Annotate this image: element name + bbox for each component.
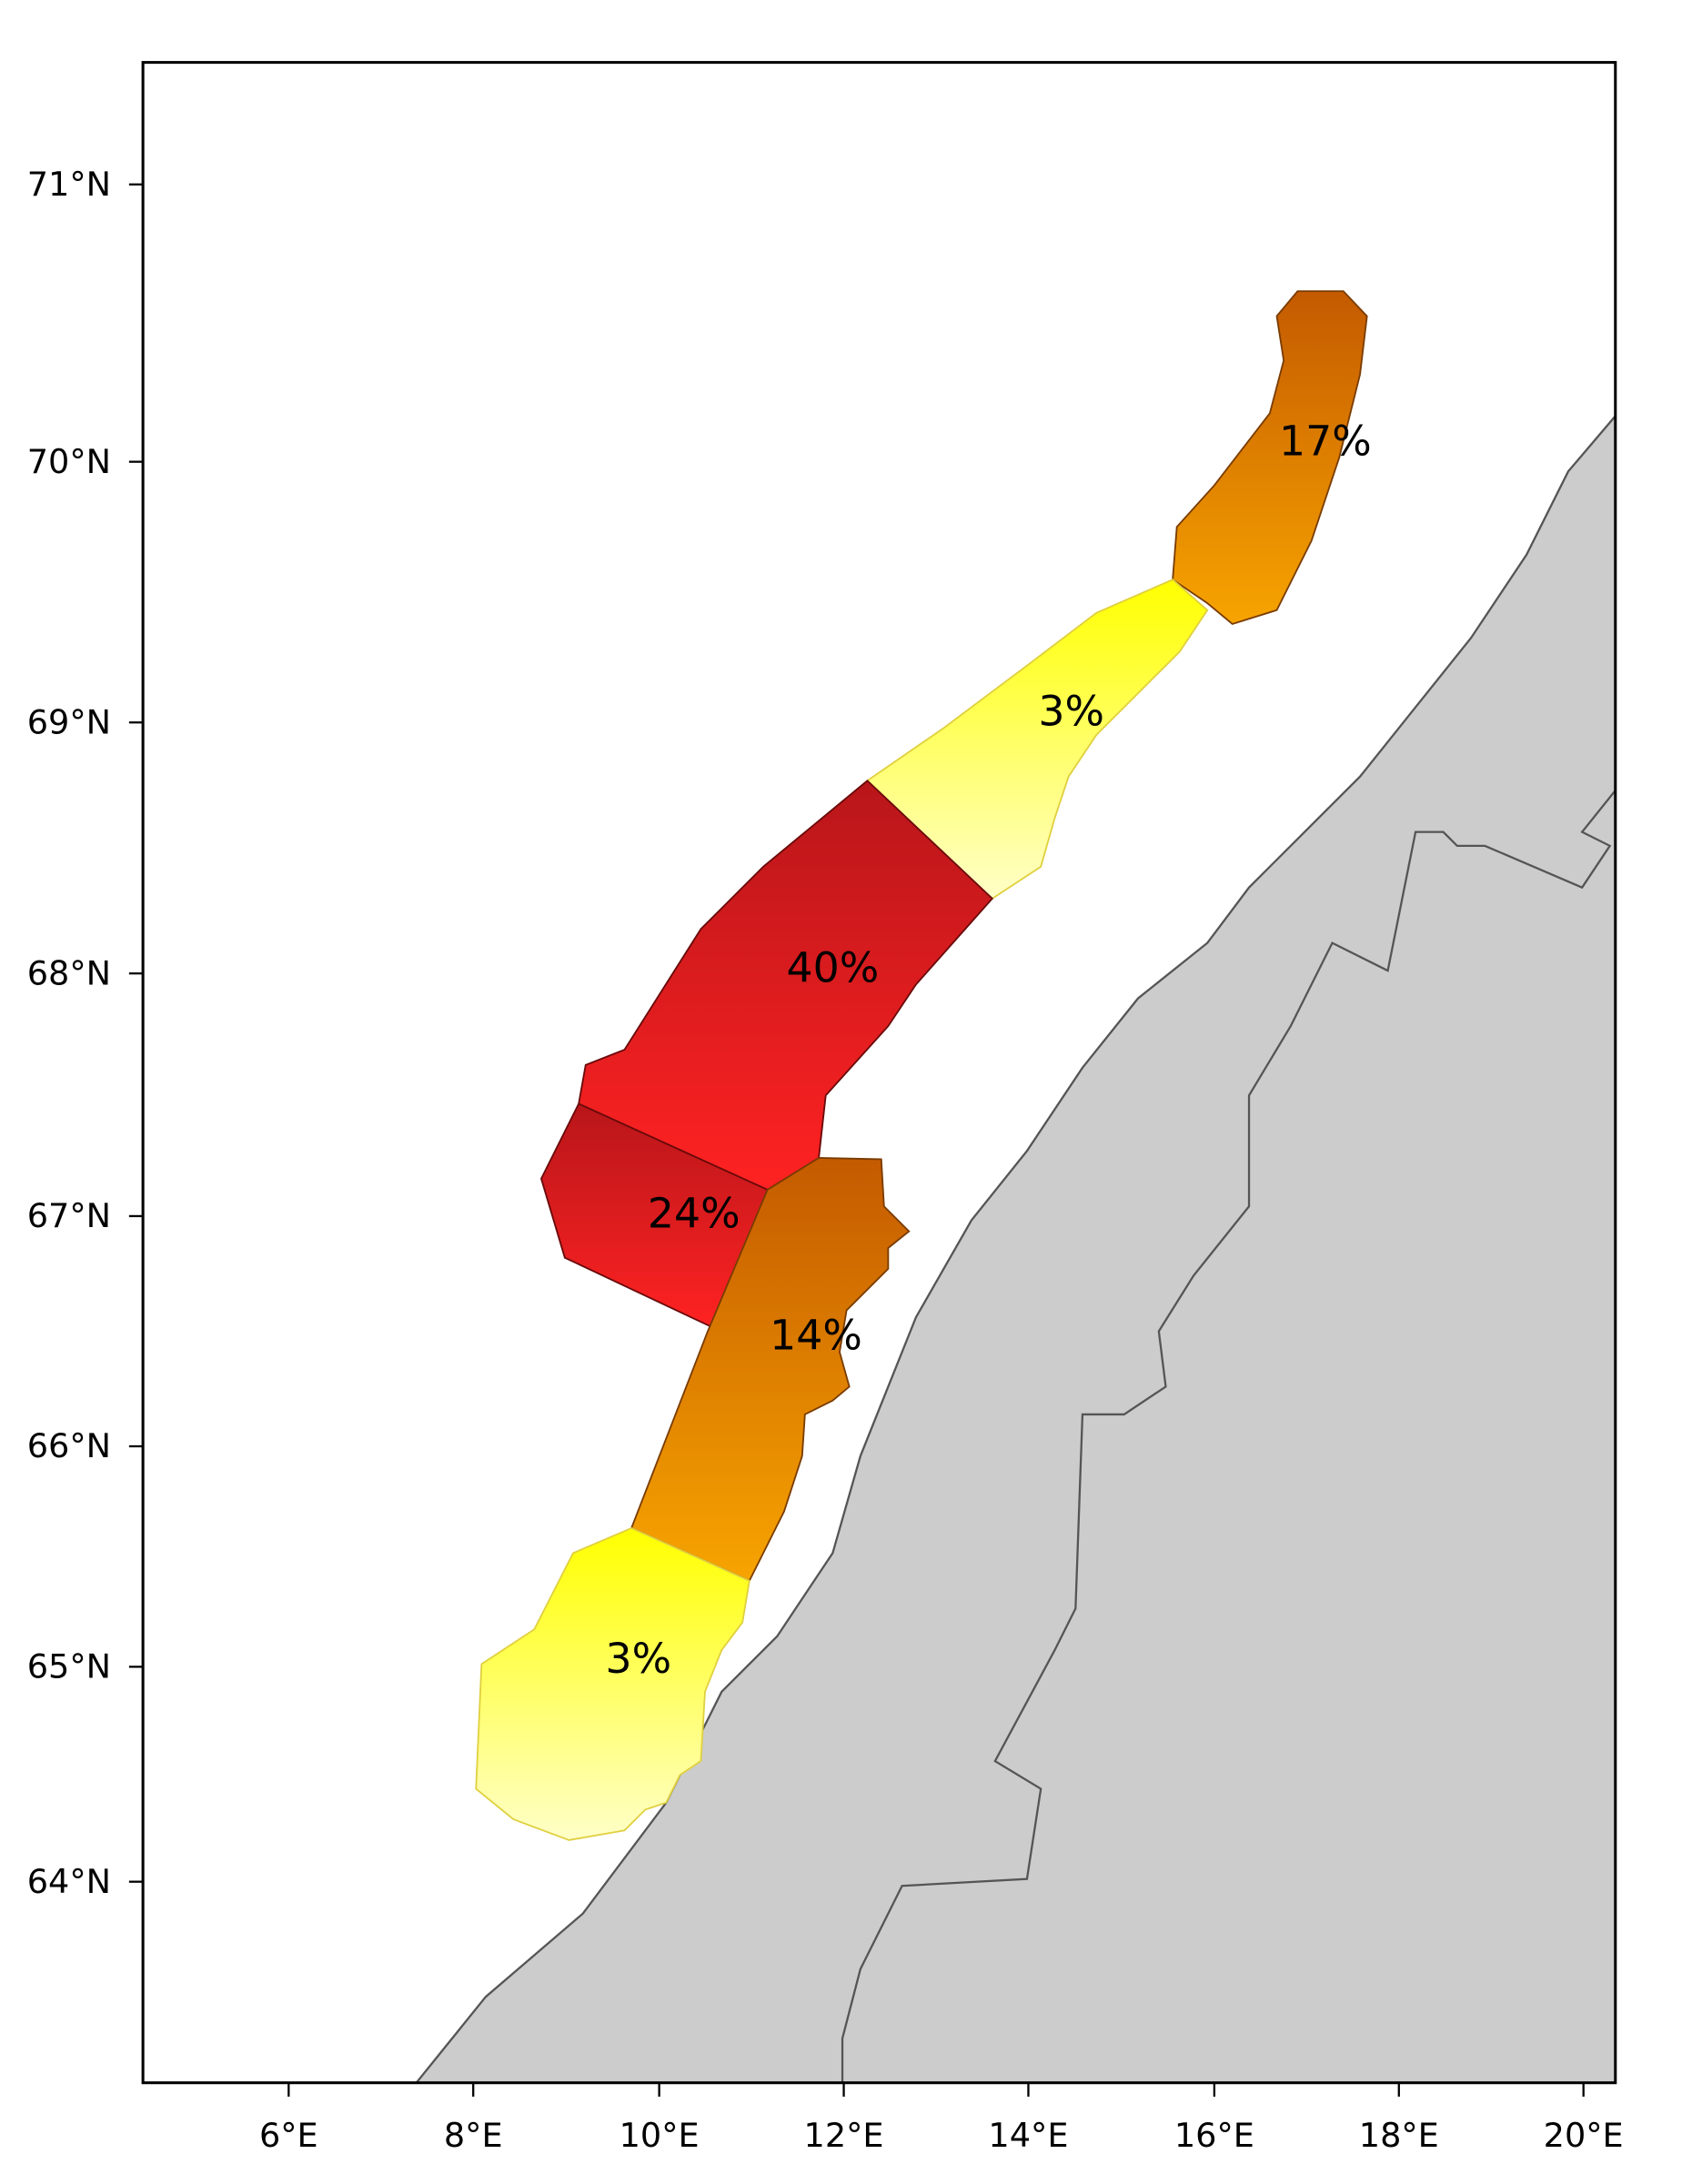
region-label: 40%: [786, 944, 879, 992]
region-label: 3%: [1038, 688, 1104, 736]
x-tick-label: 6°E: [259, 2116, 318, 2155]
x-tick-label: 16°E: [1174, 2116, 1254, 2155]
y-tick-label: 69°N: [27, 702, 111, 741]
x-tick-label: 12°E: [804, 2116, 884, 2155]
region: [539, 1102, 769, 1330]
basemap: [415, 414, 1616, 2083]
region: [475, 1526, 750, 1841]
region-label: 14%: [770, 1312, 862, 1360]
x-tick-label: 8°E: [444, 2116, 503, 2155]
region: [1172, 290, 1368, 626]
y-tick-label: 67°N: [27, 1196, 111, 1235]
y-tick-label: 64°N: [27, 1862, 111, 1901]
x-tick-label: 20°E: [1544, 2116, 1624, 2155]
regions: [475, 290, 1368, 1841]
y-tick-label: 70°N: [27, 442, 111, 481]
x-tick-label: 10°E: [619, 2116, 700, 2155]
x-tick-label: 18°E: [1359, 2116, 1439, 2155]
y-tick-label: 66°N: [27, 1426, 111, 1465]
frame: [141, 61, 1617, 2085]
y-tick-label: 65°N: [27, 1647, 111, 1686]
region-label: 24%: [648, 1189, 740, 1237]
x-tick-label: 14°E: [988, 2116, 1068, 2155]
border: [841, 790, 1616, 2083]
region-label: 17%: [1279, 417, 1372, 465]
land: [415, 414, 1616, 2083]
y-tick-label: 71°N: [27, 165, 111, 204]
region-label: 3%: [605, 1635, 671, 1683]
y-tick-label: 68°N: [27, 953, 111, 992]
region: [866, 579, 1209, 900]
region: [578, 780, 994, 1192]
